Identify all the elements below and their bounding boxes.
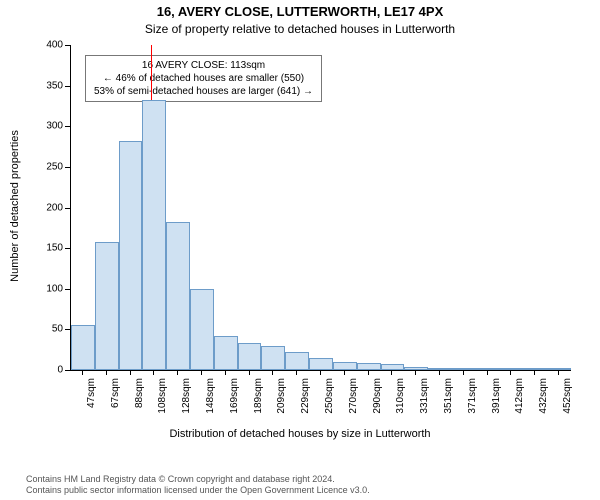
x-tick bbox=[320, 370, 321, 375]
x-tick-label: 148sqm bbox=[205, 378, 216, 418]
y-tick-label: 350 bbox=[35, 80, 63, 91]
y-tick-label: 250 bbox=[35, 161, 63, 172]
y-tick-label: 100 bbox=[35, 283, 63, 294]
histogram-bar bbox=[309, 358, 333, 370]
x-tick-label: 169sqm bbox=[229, 378, 240, 418]
x-tick-label: 391sqm bbox=[491, 378, 502, 418]
y-tick-label: 150 bbox=[35, 243, 63, 254]
annotation-line: 53% of semi-detached houses are larger (… bbox=[94, 85, 313, 98]
x-tick-label: 250sqm bbox=[324, 378, 335, 418]
histogram-bar bbox=[119, 141, 143, 370]
x-tick-label: 209sqm bbox=[276, 378, 287, 418]
x-tick-label: 229sqm bbox=[300, 378, 311, 418]
x-tick-label: 67sqm bbox=[110, 378, 121, 418]
histogram-bar bbox=[285, 352, 309, 370]
histogram-bar bbox=[190, 289, 214, 370]
x-tick-label: 189sqm bbox=[253, 378, 264, 418]
x-tick bbox=[439, 370, 440, 375]
x-axis-title: Distribution of detached houses by size … bbox=[0, 428, 600, 440]
x-tick-label: 331sqm bbox=[419, 378, 430, 418]
x-tick bbox=[368, 370, 369, 375]
y-tick bbox=[65, 208, 70, 209]
x-tick bbox=[106, 370, 107, 375]
x-tick bbox=[487, 370, 488, 375]
x-tick bbox=[510, 370, 511, 375]
y-tick-label: 200 bbox=[35, 202, 63, 213]
x-tick bbox=[130, 370, 131, 375]
y-tick-label: 0 bbox=[35, 365, 63, 376]
footer-line: Contains public sector information licen… bbox=[26, 485, 370, 496]
x-tick-label: 452sqm bbox=[562, 378, 573, 418]
histogram-bar bbox=[71, 325, 95, 370]
y-tick-label: 400 bbox=[35, 40, 63, 51]
x-tick bbox=[534, 370, 535, 375]
histogram-bar bbox=[261, 346, 285, 370]
x-tick bbox=[558, 370, 559, 375]
plot-area: 16 AVERY CLOSE: 113sqm← 46% of detached … bbox=[70, 45, 571, 371]
y-tick-label: 300 bbox=[35, 121, 63, 132]
x-tick bbox=[344, 370, 345, 375]
histogram-bar bbox=[95, 242, 119, 370]
histogram-bar bbox=[142, 100, 166, 370]
histogram-bar bbox=[238, 343, 262, 370]
annotation-box: 16 AVERY CLOSE: 113sqm← 46% of detached … bbox=[85, 55, 322, 102]
y-tick bbox=[65, 126, 70, 127]
y-axis-title: Number of detached properties bbox=[9, 106, 21, 306]
x-tick bbox=[201, 370, 202, 375]
y-tick bbox=[65, 370, 70, 371]
x-tick-label: 432sqm bbox=[538, 378, 549, 418]
x-tick-label: 270sqm bbox=[348, 378, 359, 418]
y-tick-label: 50 bbox=[35, 324, 63, 335]
footer-line: Contains HM Land Registry data © Crown c… bbox=[26, 474, 370, 485]
x-tick bbox=[177, 370, 178, 375]
histogram-bar bbox=[357, 363, 381, 370]
x-tick-label: 351sqm bbox=[443, 378, 454, 418]
x-tick bbox=[249, 370, 250, 375]
chart-title-main: 16, AVERY CLOSE, LUTTERWORTH, LE17 4PX bbox=[0, 4, 600, 19]
x-tick bbox=[82, 370, 83, 375]
x-tick bbox=[272, 370, 273, 375]
x-tick bbox=[463, 370, 464, 375]
annotation-line: ← 46% of detached houses are smaller (55… bbox=[94, 72, 313, 85]
x-tick bbox=[391, 370, 392, 375]
y-tick bbox=[65, 248, 70, 249]
x-tick bbox=[153, 370, 154, 375]
y-tick bbox=[65, 167, 70, 168]
chart-title-sub: Size of property relative to detached ho… bbox=[0, 22, 600, 36]
y-tick bbox=[65, 289, 70, 290]
footer-attribution: Contains HM Land Registry data © Crown c… bbox=[26, 474, 370, 497]
x-tick bbox=[415, 370, 416, 375]
y-tick bbox=[65, 86, 70, 87]
x-tick-label: 310sqm bbox=[395, 378, 406, 418]
x-tick bbox=[296, 370, 297, 375]
histogram-bar bbox=[166, 222, 190, 370]
annotation-line: 16 AVERY CLOSE: 113sqm bbox=[94, 59, 313, 72]
x-tick-label: 412sqm bbox=[514, 378, 525, 418]
chart-container: 16, AVERY CLOSE, LUTTERWORTH, LE17 4PX S… bbox=[0, 0, 600, 500]
histogram-bar bbox=[333, 362, 357, 370]
histogram-bar bbox=[214, 336, 238, 370]
x-tick-label: 47sqm bbox=[86, 378, 97, 418]
y-tick bbox=[65, 329, 70, 330]
x-tick-label: 290sqm bbox=[372, 378, 383, 418]
y-tick bbox=[65, 45, 70, 46]
x-tick-label: 128sqm bbox=[181, 378, 192, 418]
x-tick-label: 108sqm bbox=[157, 378, 168, 418]
x-tick-label: 88sqm bbox=[134, 378, 145, 418]
x-tick-label: 371sqm bbox=[467, 378, 478, 418]
x-tick bbox=[225, 370, 226, 375]
